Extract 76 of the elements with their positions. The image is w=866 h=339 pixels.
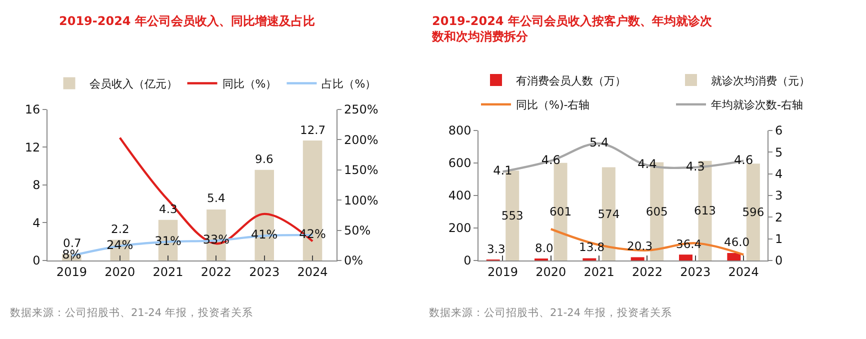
data-label: 601 — [550, 204, 572, 219]
data-label: 4.3 — [686, 159, 705, 174]
x-tick-label: 2020 — [536, 264, 566, 279]
legend-label: 占比（%） — [322, 78, 376, 91]
data-label: 553 — [501, 208, 524, 223]
chart-title: 2019-2024 年公司会员收入按客户数、年均就诊次数和次均消费拆分 — [431, 14, 713, 44]
data-label: 31% — [154, 234, 182, 248]
y2-tick-label: 2 — [775, 210, 783, 224]
legend-label: 有消费会员人数（万） — [516, 74, 626, 88]
x-tick-label: 2019 — [56, 264, 87, 279]
x-tick-label: 2022 — [200, 264, 232, 279]
y-tick-label: 800 — [448, 124, 472, 138]
y2-tick-label: 0% — [344, 254, 364, 268]
data-label: 8% — [62, 248, 82, 262]
bar — [630, 257, 644, 260]
y2-tick-label: 5 — [775, 145, 783, 160]
y2-tick-label: 100% — [344, 193, 378, 208]
legend-label: 年均就诊次数-右轴 — [711, 98, 803, 112]
y-tick-label: 200 — [448, 221, 472, 236]
data-label: 13.8 — [579, 240, 605, 254]
data-label: 46.0 — [724, 235, 750, 249]
legend-label: 就诊次均消费（元） — [711, 74, 810, 88]
y-tick-label: 8 — [32, 178, 40, 192]
data-label: 12.7 — [300, 123, 326, 137]
source-note: 数据来源：公司招股书、21-24 年报，投资者关系 — [10, 306, 253, 319]
data-label: 4.4 — [638, 157, 657, 172]
y2-tick-label: 250% — [344, 102, 378, 117]
data-label: 4.1 — [493, 164, 512, 178]
data-label: 596 — [742, 205, 764, 220]
y-tick-label: 16 — [24, 102, 40, 117]
data-label: 3.3 — [487, 242, 506, 256]
data-label: 0.7 — [63, 236, 82, 250]
bar — [727, 253, 741, 260]
x-tick-label: 2023 — [249, 264, 280, 279]
data-label: 42% — [299, 227, 326, 242]
data-label: 9.6 — [255, 152, 274, 166]
y-tick-label: 600 — [448, 156, 472, 170]
y2-tick-label: 6 — [775, 124, 783, 138]
data-label: 574 — [598, 206, 620, 221]
y2-tick-label: 4 — [775, 167, 783, 182]
x-tick-label: 2024 — [728, 264, 759, 279]
data-label: 2.2 — [111, 222, 130, 236]
data-label: 8.0 — [535, 241, 554, 255]
data-label: 605 — [646, 204, 668, 218]
y2-tick-label: 200% — [344, 132, 378, 147]
y-tick-label: 4 — [32, 216, 40, 230]
x-tick-label: 2021 — [152, 264, 184, 279]
data-label: 613 — [694, 204, 716, 218]
data-label: 4.6 — [541, 152, 560, 167]
source-note: 数据来源：公司招股书、21-24 年报，投资者关系 — [429, 306, 672, 319]
chart-title: 2019-2024 年公司会员收入、同比增速及占比 — [59, 14, 315, 28]
x-tick-label: 2022 — [632, 264, 662, 279]
x-tick-label: 2024 — [297, 264, 328, 279]
data-label: 5.4 — [590, 136, 609, 150]
y2-tick-label: 50% — [344, 223, 371, 238]
legend-label: 会员收入（亿元） — [89, 78, 178, 91]
x-tick-label: 2023 — [680, 264, 711, 279]
y-tick-label: 400 — [448, 188, 472, 203]
y2-tick-label: 3 — [775, 188, 783, 203]
data-label: 4.6 — [734, 152, 754, 167]
y2-tick-label: 150% — [344, 163, 378, 178]
x-tick-label: 2021 — [584, 264, 614, 279]
data-label: 24% — [106, 238, 134, 252]
legend-label: 同比（%)-右轴 — [516, 98, 590, 112]
y2-tick-label: 1 — [775, 232, 783, 246]
y-tick-label: 0 — [32, 254, 40, 268]
y-tick-label: 12 — [24, 140, 40, 154]
data-label: 4.3 — [159, 202, 178, 216]
y-tick-label: 0 — [464, 254, 472, 268]
x-tick-label: 2019 — [487, 264, 518, 279]
data-label: 41% — [251, 228, 278, 242]
legend-label: 同比（%） — [222, 78, 277, 91]
y2-tick-label: 0 — [775, 254, 783, 268]
bar — [679, 254, 692, 260]
data-label: 5.4 — [207, 191, 226, 205]
x-tick-label: 2020 — [104, 264, 136, 279]
